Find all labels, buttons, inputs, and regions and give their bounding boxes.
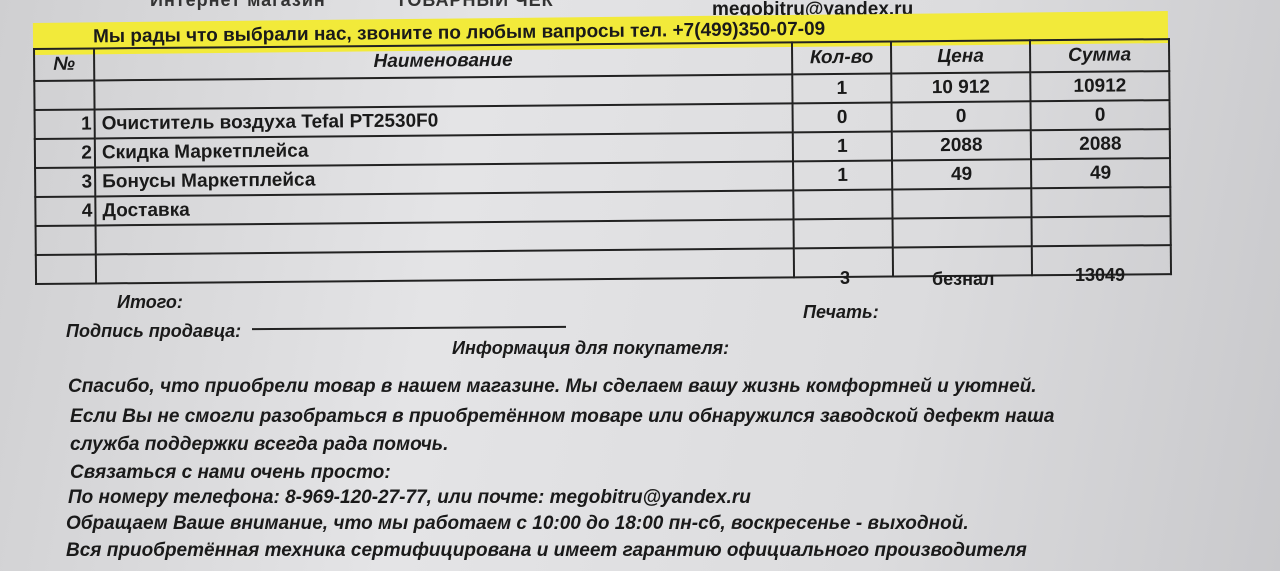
item-qty: 1 [793, 160, 893, 191]
item-qty [793, 189, 893, 220]
shop-name: Интернет магазин [150, 0, 326, 10]
item-name [95, 248, 795, 284]
info-title: Информация для покупателя: [452, 338, 730, 358]
info-line: служба поддержки всегда рада помочь. [70, 434, 449, 455]
item-sum [1031, 187, 1171, 218]
info-line: По номеру телефона: 8-969-120-27-77, или… [68, 487, 751, 508]
item-price: 0 [891, 101, 1031, 132]
item-sum: 2088 [1030, 129, 1171, 160]
row-number [35, 225, 96, 255]
info-line: Спасибо, что приобрели товар в нашем маг… [68, 376, 1037, 397]
item-qty: 1 [792, 131, 893, 162]
document-title: ТОВАРНЫЙ ЧЕК [395, 0, 554, 10]
col-price: Цена [890, 40, 1031, 74]
col-qty: Кол-во [791, 41, 892, 75]
item-sum: 0 [1030, 100, 1170, 131]
item-price [892, 188, 1032, 219]
row-number: 2 [34, 138, 96, 168]
info-line: Если Вы не смогли разобраться в приобрет… [70, 406, 1055, 427]
signature-line [251, 325, 567, 331]
row-number: 4 [35, 196, 96, 226]
item-price: 49 [892, 159, 1032, 190]
receipt-heading: Интернет магазин ТОВАРНЫЙ ЧЕК [150, 0, 624, 11]
item-sum: 10912 [1030, 71, 1170, 102]
total-label: Итого: [117, 292, 183, 312]
row-number [34, 80, 95, 110]
total-sum: 13049 [1075, 265, 1126, 285]
item-qty: 1 [792, 73, 892, 104]
row-number: 1 [34, 109, 95, 139]
row-number: 3 [35, 167, 96, 197]
payment-method: безнал [932, 269, 995, 289]
col-sum: Сумма [1029, 39, 1170, 73]
row-number [35, 254, 97, 284]
info-line: Связаться с нами очень просто: [70, 462, 391, 483]
item-price: 10 912 [891, 72, 1031, 103]
col-number: № [34, 48, 95, 81]
total-qty: 3 [840, 268, 851, 288]
item-price [892, 217, 1032, 248]
info-line: Вся приобретённая техника сертифицирован… [66, 540, 1027, 561]
signature-label: Подпись продавца: [66, 321, 242, 341]
item-price: 2088 [891, 130, 1032, 161]
items-table: № Наименование Кол-во Цена Сумма 1 10 912… [33, 38, 1172, 285]
info-line: Обращаем Ваше внимание, что мы работаем … [66, 513, 969, 534]
item-sum: 49 [1031, 158, 1171, 189]
stamp-label: Печать: [803, 302, 879, 322]
item-sum [1031, 216, 1171, 247]
item-qty: 0 [792, 102, 892, 133]
item-qty [793, 218, 893, 249]
